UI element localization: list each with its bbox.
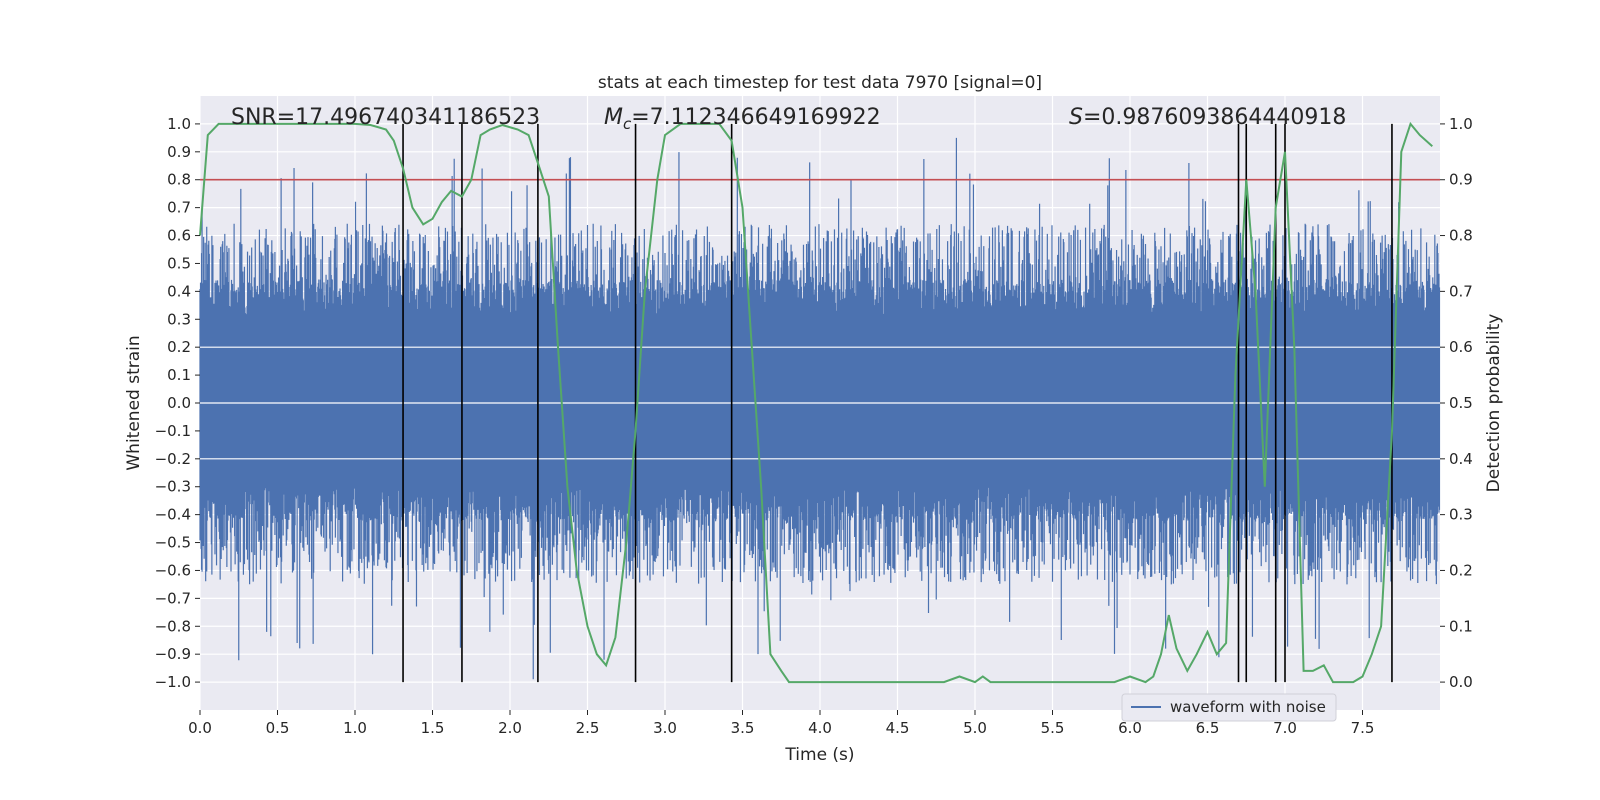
y-tick-label: −0.5 [155, 534, 191, 552]
significance-annotation: S=0.9876093864440918 [1069, 105, 1346, 130]
y-tick-label: 1.0 [167, 115, 191, 133]
snr-annotation: SNR=17.496740341186523 [231, 105, 540, 130]
legend-box [1121, 693, 1337, 722]
x-tick-label: 3.0 [653, 719, 677, 737]
right-y-tick-label: 0.8 [1449, 227, 1473, 245]
x-tick-label: 6.5 [1196, 719, 1220, 737]
right-y-tick-label: 0.5 [1449, 394, 1473, 412]
y-tick-label: 0.5 [167, 254, 191, 272]
right-y-tick-label: 0.3 [1449, 506, 1473, 524]
y-tick-label: 0.4 [167, 282, 191, 300]
y-tick-label: −0.6 [155, 561, 191, 579]
x-tick-label: 3.5 [731, 719, 755, 737]
chirp-mass-subscript: c [623, 115, 632, 133]
x-tick-label: 7.5 [1351, 719, 1375, 737]
x-tick-label: 0.5 [266, 719, 290, 737]
x-tick-label: 2.5 [576, 719, 600, 737]
legend: waveform with noise [1121, 693, 1337, 722]
right-y-tick-label: 0.6 [1449, 338, 1473, 356]
chart-title: stats at each timestep for test data 797… [598, 73, 1042, 93]
y-tick-label: 0.2 [167, 338, 191, 356]
y-tick-label: −0.1 [155, 422, 191, 440]
y-tick-label: −0.3 [155, 478, 191, 496]
y-tick-label: −0.8 [155, 617, 191, 635]
x-tick-label: 4.0 [808, 719, 832, 737]
x-tick-label: 5.5 [1041, 719, 1065, 737]
left-y-axis: 1.0 0.9 0.8 0.7 0.6 0.5 0.4 0.3 0.2 0.1 0.0 −0.1 −0.… [155, 115, 200, 691]
right-y-tick-label: 1.0 [1449, 115, 1473, 133]
chirp-mass-symbol: M [604, 105, 623, 130]
y-tick-label: 0.0 [167, 394, 191, 412]
x-axis-label: Time (s) [784, 745, 854, 765]
right-y-tick-label: 0.9 [1449, 171, 1473, 189]
x-tick-label: 2.0 [498, 719, 522, 737]
y-tick-label: −0.2 [155, 450, 191, 468]
significance-value: =0.9876093864440918 [1083, 105, 1346, 130]
y-tick-label: −1.0 [155, 673, 191, 691]
chirp-mass-value: =7.112346649169922 [631, 105, 880, 130]
x-axis: 0.0 0.5 1.0 1.5 2.0 2.5 3.0 3.5 4.0 4.5 5.0 5.5 6.0 6… [188, 710, 1374, 737]
right-y-tick-label: 0.4 [1449, 450, 1473, 468]
y-tick-label: 0.3 [167, 310, 191, 328]
x-tick-label: 1.5 [421, 719, 445, 737]
y-axis-label: Whitened strain [124, 335, 144, 470]
significance-symbol: S [1069, 105, 1083, 130]
right-y-tick-label: 0.7 [1449, 282, 1473, 300]
y-tick-label: 0.7 [167, 199, 191, 217]
y-tick-label: 0.1 [167, 366, 191, 384]
legend-entry-waveform: waveform with noise [1170, 698, 1326, 716]
y-tick-label: −0.9 [155, 645, 191, 663]
y-tick-label: −0.7 [155, 589, 191, 607]
x-tick-label: 0.0 [188, 719, 212, 737]
x-tick-label: 7.0 [1273, 719, 1297, 737]
right-y-tick-label: 0.1 [1449, 617, 1473, 635]
x-tick-label: 1.0 [343, 719, 367, 737]
x-tick-label: 6.0 [1118, 719, 1142, 737]
chirp-mass-annotation: Mc=7.112346649169922 [604, 105, 881, 133]
right-y-axis: 1.0 0.9 0.8 0.7 0.6 0.5 0.4 0.3 0.2 0.1 0.0 [1440, 115, 1473, 691]
y-tick-label: 0.8 [167, 171, 191, 189]
y-tick-label: −0.4 [155, 506, 191, 524]
x-tick-label: 4.5 [886, 719, 910, 737]
right-y-axis-label: Detection probability [1484, 314, 1504, 493]
detection-probability-line [199, 121, 1433, 684]
right-y-tick-label: 0.2 [1449, 561, 1473, 579]
y-tick-label: 0.6 [167, 227, 191, 245]
y-tick-label: 0.9 [167, 143, 191, 161]
waveform-core [200, 319, 1440, 481]
right-y-tick-label: 0.0 [1449, 673, 1473, 691]
x-tick-label: 5.0 [963, 719, 987, 737]
